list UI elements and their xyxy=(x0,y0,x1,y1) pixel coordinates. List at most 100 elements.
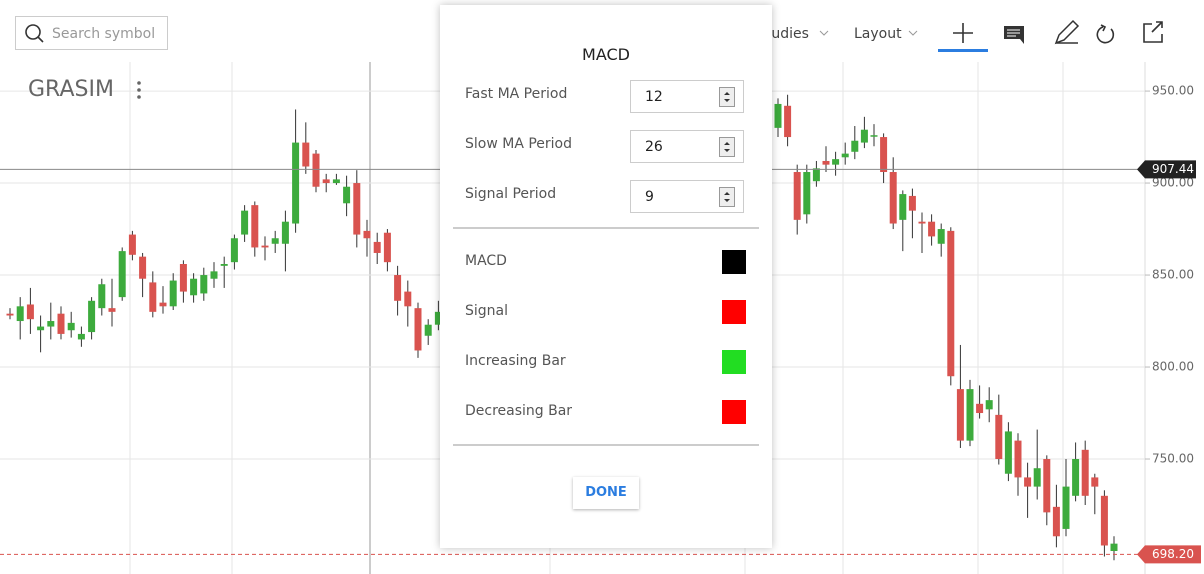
symbol-menu[interactable] xyxy=(137,81,141,99)
y-tick-label: 800.00 xyxy=(1152,360,1194,374)
crosshair-price-tag xyxy=(1137,160,1196,179)
candle-body xyxy=(88,300,96,333)
candle-body xyxy=(841,153,849,158)
search-icon xyxy=(37,36,44,43)
candle-body xyxy=(251,205,259,248)
candle-body xyxy=(57,313,65,334)
candle-body xyxy=(343,186,351,204)
candle-body xyxy=(956,389,964,441)
active-indicator xyxy=(938,49,988,52)
last-price-label: 698.20 xyxy=(1152,547,1194,561)
candle-body xyxy=(47,321,55,327)
y-tick-label: 900.00 xyxy=(1152,176,1194,190)
candle-body xyxy=(210,271,218,279)
symbol-name: GRASIM xyxy=(28,77,114,102)
candle-body xyxy=(870,135,878,137)
candle-body xyxy=(353,183,361,235)
y-tick-label: 850.00 xyxy=(1152,268,1194,282)
color-swatch[interactable] xyxy=(722,250,746,274)
candle-body xyxy=(1043,459,1051,513)
candle-body xyxy=(1110,543,1118,552)
color-label: Increasing Bar xyxy=(465,353,566,369)
candle-body xyxy=(1033,468,1041,487)
candle-body xyxy=(312,153,320,187)
color-swatch[interactable] xyxy=(722,300,746,324)
input-label: Slow MA Period xyxy=(465,136,573,152)
candle-body xyxy=(812,168,820,182)
draw-button[interactable] xyxy=(1054,19,1080,45)
candle-body xyxy=(784,105,792,138)
spinner[interactable] xyxy=(719,87,735,107)
candle-body xyxy=(966,389,974,441)
layout-menu[interactable]: Layout xyxy=(854,26,902,42)
done-button[interactable]: DONE xyxy=(573,477,639,509)
number-input[interactable]: 9 xyxy=(630,180,744,213)
candle-body xyxy=(976,403,984,414)
chevron xyxy=(819,30,829,36)
input-label: Signal Period xyxy=(465,186,557,202)
input-label: Fast MA Period xyxy=(465,86,568,102)
candle-body xyxy=(822,160,830,165)
separator xyxy=(453,444,759,446)
candle-body xyxy=(230,238,238,263)
candle-body xyxy=(179,264,187,292)
number-input[interactable]: 26 xyxy=(630,130,744,163)
share-button[interactable] xyxy=(1143,21,1163,43)
candle-body xyxy=(1004,431,1012,474)
number-input[interactable]: 12 xyxy=(630,80,744,113)
candle-body xyxy=(1014,440,1022,478)
candle-body xyxy=(1072,459,1080,496)
candle-body xyxy=(889,172,897,224)
candle-body xyxy=(803,172,811,215)
candle-body xyxy=(241,210,249,235)
candle-body xyxy=(1100,495,1108,546)
candle-body xyxy=(169,280,177,307)
candle-body xyxy=(394,275,402,301)
candle-body xyxy=(200,275,208,294)
dialog-title: MACD xyxy=(582,45,630,64)
candle-body xyxy=(261,245,269,248)
color-label: Signal xyxy=(465,303,509,319)
candle-body xyxy=(271,238,279,244)
candle-body xyxy=(159,302,167,307)
candle-body xyxy=(383,232,391,263)
candle-body xyxy=(332,179,340,184)
candle-body xyxy=(995,414,1003,460)
crosshair-price-label: 907.44 xyxy=(1152,162,1194,176)
undo-button xyxy=(1100,24,1107,32)
candle-body xyxy=(16,306,24,322)
candle-body xyxy=(149,282,157,312)
candle-body xyxy=(928,221,936,237)
color-swatch[interactable] xyxy=(722,400,746,424)
color-swatch[interactable] xyxy=(722,350,746,374)
candle-body xyxy=(1052,506,1060,537)
candle-body xyxy=(6,313,14,316)
search-box[interactable] xyxy=(15,16,168,50)
candle-body xyxy=(190,278,198,296)
candle-body xyxy=(424,324,432,336)
candle-body xyxy=(128,234,136,255)
candle-body xyxy=(98,284,106,309)
comment-button[interactable] xyxy=(1004,26,1024,44)
candle-body xyxy=(139,256,147,279)
last-price-tag xyxy=(1137,545,1201,564)
candle-body xyxy=(1081,449,1089,496)
candle-body xyxy=(26,304,34,320)
candle-body xyxy=(851,140,859,152)
undo-button[interactable] xyxy=(1096,26,1115,44)
candle-body xyxy=(908,195,916,211)
color-label: MACD xyxy=(465,253,507,269)
spinner-arrows xyxy=(724,92,730,102)
spinner[interactable] xyxy=(719,187,735,207)
candle-body xyxy=(67,322,75,331)
separator xyxy=(453,227,759,229)
candle-body xyxy=(1062,486,1070,529)
crosshair-button[interactable] xyxy=(953,23,973,43)
y-tick-label: 750.00 xyxy=(1152,452,1194,466)
candle-body xyxy=(281,221,289,244)
candle-body xyxy=(373,241,381,253)
candle-body xyxy=(880,137,888,173)
candle-body xyxy=(292,142,300,224)
spinner[interactable] xyxy=(719,137,735,157)
